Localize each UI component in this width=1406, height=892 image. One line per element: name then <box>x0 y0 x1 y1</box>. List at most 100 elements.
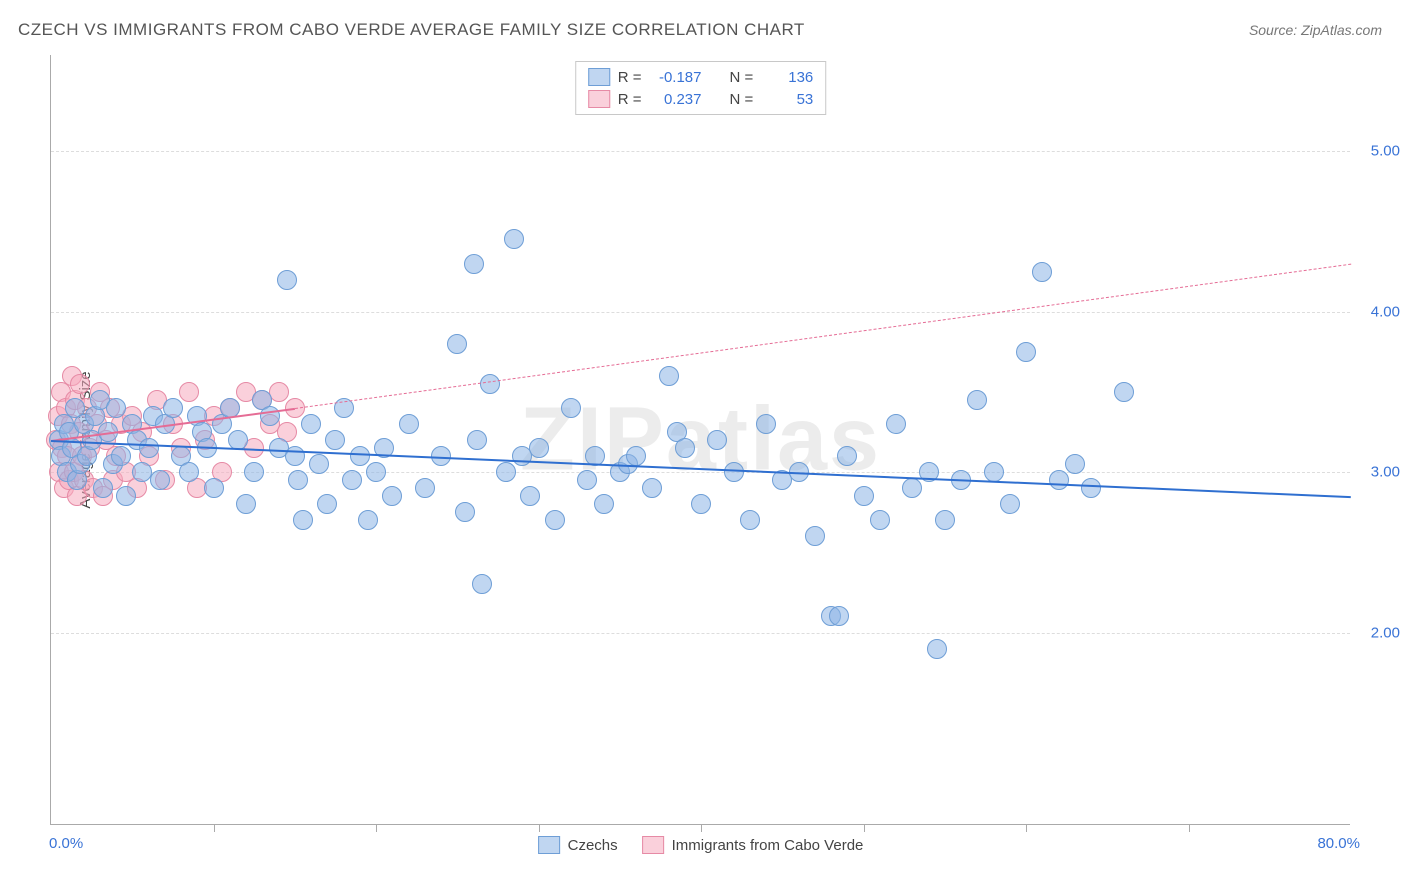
point-czechs <box>886 414 906 434</box>
n-value-czechs: 136 <box>761 69 813 86</box>
x-axis-min-label: 0.0% <box>49 835 83 852</box>
grid-line <box>51 151 1350 152</box>
point-czechs <box>467 430 487 450</box>
point-czechs <box>902 478 922 498</box>
point-cabo <box>179 382 199 402</box>
point-czechs <box>447 334 467 354</box>
point-czechs <box>293 510 313 530</box>
legend: Czechs Immigrants from Cabo Verde <box>538 836 864 854</box>
point-czechs <box>659 366 679 386</box>
scatter-chart: ZIPatlas Average Family Size R = -0.187 … <box>50 55 1350 825</box>
point-czechs <box>260 406 280 426</box>
n-label: N = <box>730 91 754 108</box>
point-czechs <box>529 438 549 458</box>
point-czechs <box>325 430 345 450</box>
point-czechs <box>756 414 776 434</box>
chart-title: CZECH VS IMMIGRANTS FROM CABO VERDE AVER… <box>18 20 805 40</box>
point-czechs <box>150 470 170 490</box>
point-czechs <box>561 398 581 418</box>
point-czechs <box>496 462 516 482</box>
point-czechs <box>464 254 484 274</box>
r-label: R = <box>618 91 642 108</box>
grid-line <box>51 633 1350 634</box>
point-czechs <box>626 446 646 466</box>
y-tick-label: 4.00 <box>1356 303 1400 320</box>
point-czechs <box>350 446 370 466</box>
point-czechs <box>455 502 475 522</box>
y-tick-label: 3.00 <box>1356 464 1400 481</box>
point-czechs <box>740 510 760 530</box>
point-czechs <box>1065 454 1085 474</box>
point-czechs <box>309 454 329 474</box>
point-czechs <box>317 494 337 514</box>
point-czechs <box>691 494 711 514</box>
point-czechs <box>1114 382 1134 402</box>
point-czechs <box>116 486 136 506</box>
point-czechs <box>285 446 305 466</box>
point-czechs <box>277 270 297 290</box>
x-tick <box>701 824 702 832</box>
swatch-cabo <box>588 90 610 108</box>
point-cabo <box>70 374 90 394</box>
y-tick-label: 5.00 <box>1356 143 1400 160</box>
point-czechs <box>415 478 435 498</box>
point-czechs <box>301 414 321 434</box>
r-value-cabo: 0.237 <box>650 91 702 108</box>
point-czechs <box>520 486 540 506</box>
point-czechs <box>545 510 565 530</box>
legend-label-czechs: Czechs <box>568 837 618 854</box>
r-value-czechs: -0.187 <box>650 69 702 86</box>
x-tick <box>214 824 215 832</box>
point-czechs <box>342 470 362 490</box>
legend-label-cabo: Immigrants from Cabo Verde <box>672 837 864 854</box>
point-czechs <box>805 526 825 546</box>
point-czechs <box>967 390 987 410</box>
point-czechs <box>358 510 378 530</box>
grid-line <box>51 312 1350 313</box>
swatch-czechs <box>538 836 560 854</box>
r-label: R = <box>618 69 642 86</box>
point-czechs <box>1000 494 1020 514</box>
point-czechs <box>1016 342 1036 362</box>
point-czechs <box>927 639 947 659</box>
n-value-cabo: 53 <box>761 91 813 108</box>
point-czechs <box>204 478 224 498</box>
point-czechs <box>1032 262 1052 282</box>
y-tick-label: 2.00 <box>1356 624 1400 641</box>
n-label: N = <box>730 69 754 86</box>
correlation-stats-box: R = -0.187 N = 136 R = 0.237 N = 53 <box>575 61 827 115</box>
legend-item-czechs: Czechs <box>538 836 618 854</box>
point-czechs <box>244 462 264 482</box>
point-czechs <box>854 486 874 506</box>
point-czechs <box>288 470 308 490</box>
stats-row-czechs: R = -0.187 N = 136 <box>586 66 816 88</box>
point-czechs <box>179 462 199 482</box>
x-tick <box>1026 824 1027 832</box>
stats-row-cabo: R = 0.237 N = 53 <box>586 88 816 110</box>
legend-item-cabo: Immigrants from Cabo Verde <box>642 836 864 854</box>
point-czechs <box>577 470 597 490</box>
x-tick <box>376 824 377 832</box>
source-attribution: Source: ZipAtlas.com <box>1249 22 1382 38</box>
point-czechs <box>399 414 419 434</box>
point-czechs <box>139 438 159 458</box>
point-czechs <box>111 446 131 466</box>
point-czechs <box>1081 478 1101 498</box>
point-czechs <box>1049 470 1069 490</box>
x-tick <box>539 824 540 832</box>
point-czechs <box>163 398 183 418</box>
point-czechs <box>707 430 727 450</box>
x-tick <box>864 824 865 832</box>
point-czechs <box>472 574 492 594</box>
x-tick <box>1189 824 1190 832</box>
point-czechs <box>642 478 662 498</box>
point-czechs <box>106 398 126 418</box>
point-czechs <box>594 494 614 514</box>
point-czechs <box>366 462 386 482</box>
point-czechs <box>870 510 890 530</box>
swatch-czechs <box>588 68 610 86</box>
swatch-cabo <box>642 836 664 854</box>
point-czechs <box>675 438 695 458</box>
point-czechs <box>480 374 500 394</box>
point-czechs <box>382 486 402 506</box>
